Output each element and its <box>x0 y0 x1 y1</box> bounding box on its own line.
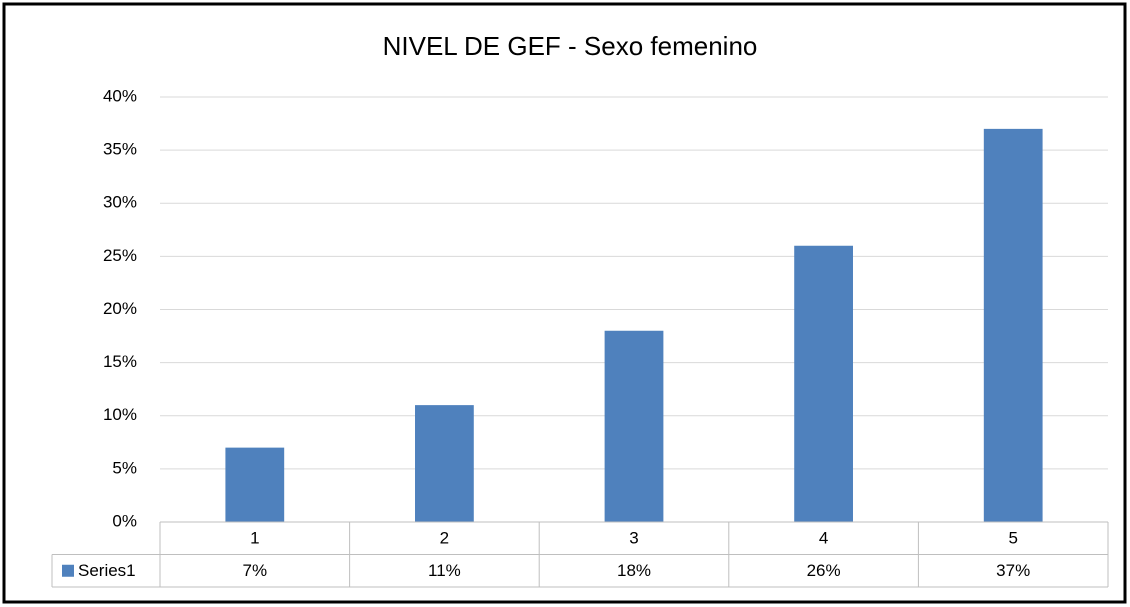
x-tick-label: 5 <box>1008 529 1017 548</box>
legend-label: Series1 <box>78 561 136 580</box>
bar <box>225 447 285 522</box>
data-table-value: 37% <box>996 561 1030 580</box>
bar <box>983 128 1043 522</box>
bar <box>794 245 853 522</box>
y-tick-label: 30% <box>103 193 137 212</box>
x-tick-label: 4 <box>819 529 828 548</box>
legend-swatch <box>62 564 74 577</box>
y-tick-label: 5% <box>112 458 137 477</box>
x-tick-label: 1 <box>250 529 259 548</box>
y-tick-label: 40% <box>103 86 137 105</box>
y-tick-label: 25% <box>103 246 137 265</box>
data-table-value: 18% <box>617 561 651 580</box>
y-tick-label: 20% <box>103 299 137 318</box>
data-table-value: 26% <box>807 561 841 580</box>
y-tick-label: 15% <box>103 352 137 371</box>
bar <box>604 330 664 522</box>
data-table-value: 7% <box>243 561 268 580</box>
chart-title: NIVEL DE GEF - Sexo femenino <box>383 31 758 61</box>
bar <box>415 405 474 522</box>
y-tick-label: 10% <box>103 405 137 424</box>
x-tick-label: 3 <box>629 529 638 548</box>
data-table-value: 11% <box>428 561 461 580</box>
y-tick-label: 0% <box>112 511 137 530</box>
x-tick-label: 2 <box>440 529 449 548</box>
y-tick-label: 35% <box>103 140 137 159</box>
